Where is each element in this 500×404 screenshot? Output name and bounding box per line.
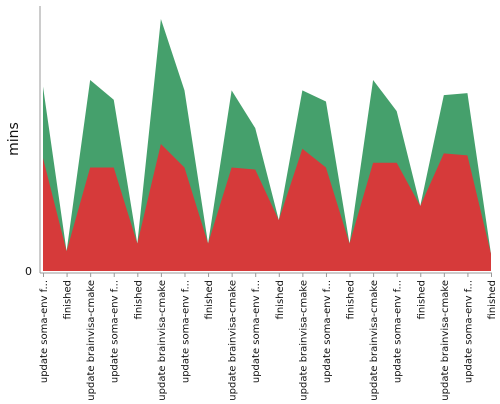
x-tick-label: update soma-env f... — [322, 280, 333, 383]
x-tick-label: finished — [346, 280, 357, 319]
x-tick-label: update brainvisa-cmake — [86, 280, 97, 400]
x-tick-label: finished — [204, 280, 215, 319]
y-axis-label: mins — [6, 122, 22, 156]
x-tick-label: finished — [416, 280, 427, 319]
x-tick-label: update soma-env f... — [39, 280, 50, 383]
x-tick-label: finished — [133, 280, 144, 319]
x-tick-label: update soma-env f... — [110, 280, 121, 383]
x-tick-label: finished — [487, 280, 498, 319]
x-tick-labels: update soma-env f... finished update brain… — [39, 273, 498, 401]
x-tick-label: finished — [63, 280, 74, 319]
x-tick-label: update brainvisa-cmake — [298, 280, 309, 400]
x-tick-label: update brainvisa-cmake — [369, 280, 380, 400]
y-tick-label: 0 — [25, 265, 32, 278]
x-tick-label: finished — [275, 280, 286, 319]
x-tick-label: update brainvisa-cmake — [440, 280, 451, 400]
x-tick-label: update soma-env f... — [251, 280, 262, 383]
x-tick-label: update brainvisa-cmake — [157, 280, 168, 400]
series-areas — [43, 19, 491, 272]
x-tick-label: update soma-env f... — [180, 280, 191, 383]
x-tick-label: update brainvisa-cmake — [228, 280, 239, 400]
x-tick-label: update soma-env f... — [393, 280, 404, 383]
series-area-1 — [43, 143, 491, 271]
x-tick-label: update soma-env f... — [463, 280, 474, 383]
